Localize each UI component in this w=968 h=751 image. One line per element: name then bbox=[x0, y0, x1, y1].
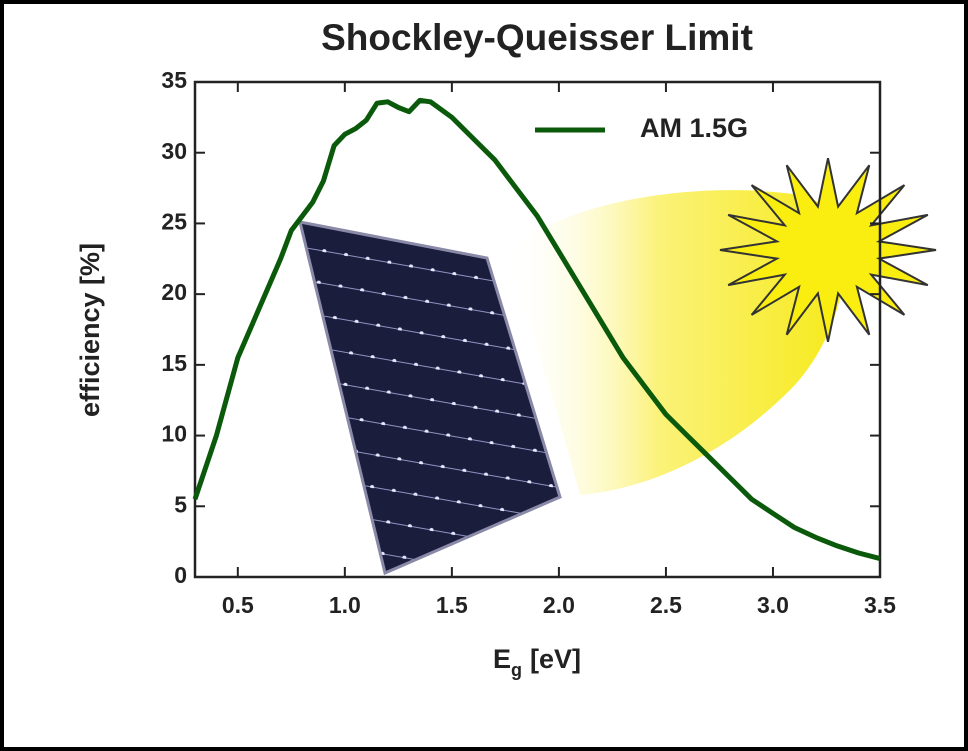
y-axis-label: efficiency [%] bbox=[75, 243, 105, 417]
y-tick-label: 5 bbox=[174, 491, 187, 517]
y-tick-label: 20 bbox=[161, 279, 187, 305]
y-tick-label: 35 bbox=[161, 67, 187, 93]
x-tick-label: 3.5 bbox=[864, 592, 896, 618]
legend-label: AM 1.5G bbox=[640, 113, 748, 143]
sun bbox=[720, 158, 936, 342]
y-tick-label: 10 bbox=[161, 421, 187, 447]
x-label-main: E bbox=[493, 644, 511, 674]
x-tick-label: 3.0 bbox=[757, 592, 789, 618]
y-tick-label: 30 bbox=[161, 138, 187, 164]
x-label-unit: [eV] bbox=[530, 644, 581, 674]
chart: Shockley-Queisser Limit efficiency [%] E… bbox=[0, 0, 968, 751]
y-tick-label: 25 bbox=[161, 209, 187, 235]
x-tick-label: 1.0 bbox=[329, 592, 361, 618]
y-tick-label: 15 bbox=[161, 350, 187, 376]
x-tick-label: 2.5 bbox=[650, 592, 682, 618]
x-tick-label: 1.5 bbox=[436, 592, 468, 618]
x-label-sub: g bbox=[511, 660, 522, 680]
chart-title: Shockley-Queisser Limit bbox=[321, 17, 753, 58]
x-tick-label: 2.0 bbox=[543, 592, 575, 618]
y-tick-label: 0 bbox=[174, 562, 187, 588]
x-tick-label: 0.5 bbox=[222, 592, 254, 618]
